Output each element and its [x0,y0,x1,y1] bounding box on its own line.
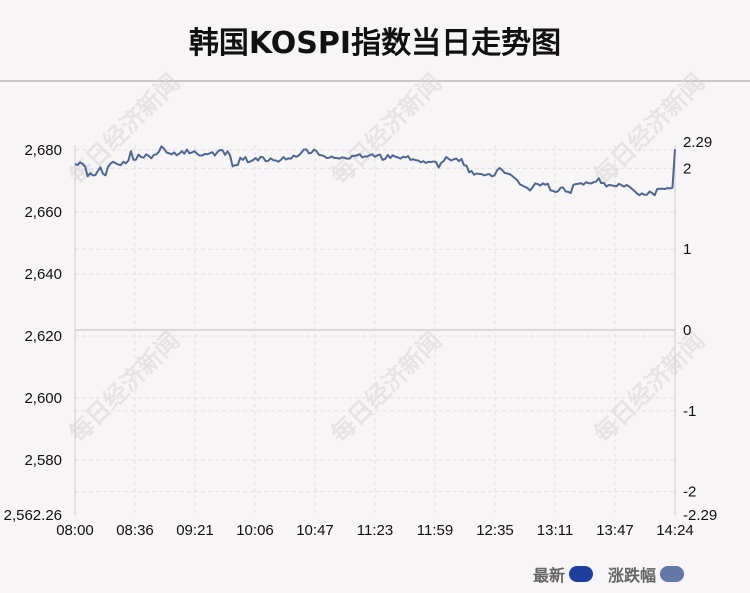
left-tick-label: 2,660 [24,204,62,221]
watermark-text: 每日经济新闻 [64,69,186,191]
watermark-text: 每日经济新闻 [326,327,448,449]
x-tick-label: 12:35 [476,522,514,539]
left-tick-label-min: 2,562.26 [4,507,62,524]
right-tick-label: -2 [683,484,696,501]
chart-title: 韩国KOSPI指数当日走势图 [188,26,562,61]
left-tick-label: 2,640 [24,266,62,283]
right-tick-label: -1 [683,403,696,420]
x-tick-label: 13:47 [596,522,634,539]
left-tick-label: 2,680 [24,142,62,159]
title-divider [0,80,750,82]
x-tick-label: 11:59 [417,522,453,539]
x-tick-label: 10:06 [236,522,274,539]
left-tick-label: 2,620 [24,328,62,345]
legend-swatch-change [660,566,685,582]
axes-layer [74,145,676,515]
x-tick-label: 08:00 [56,522,94,539]
legend-label-change: 涨跌幅 [608,566,657,585]
x-tick-label: 10:47 [296,522,334,539]
x-tick-label: 11:23 [357,522,393,539]
legend-label-latest: 最新 [533,566,566,585]
watermark-text: 每日经济新闻 [326,69,448,191]
right-tick-label: 1 [683,241,691,258]
kospi-series-line [74,145,676,197]
legend-item-change[interactable]: 涨跌幅 [608,563,685,585]
watermark-text: 每日经济新闻 [589,327,711,449]
legend-swatch-latest [569,566,594,582]
watermark-text: 每日经济新闻 [589,69,711,191]
grid-layer [75,145,675,515]
right-tick-label: 0 [683,322,691,339]
x-tick-label: 14:24 [656,522,694,539]
right-tick-label: 2 [683,160,691,177]
left-tick-label: 2,600 [24,390,62,407]
x-tick-label: 09:21 [176,522,214,539]
watermark-text: 每日经济新闻 [64,327,186,449]
right-tick-label-min: -2.29 [683,507,717,524]
left-tick-label: 2,580 [24,452,62,469]
legend-item-latest[interactable]: 最新 [533,563,594,585]
x-tick-label: 08:36 [116,522,154,539]
series-layer [74,145,676,197]
x-tick-label: 13:11 [537,522,573,539]
tick-label-layer: 2,680 2,660 2,640 2,620 2,600 2,580 2,562.26 2 1… [4,134,718,539]
right-tick-label-max: 2.29 [683,134,712,151]
